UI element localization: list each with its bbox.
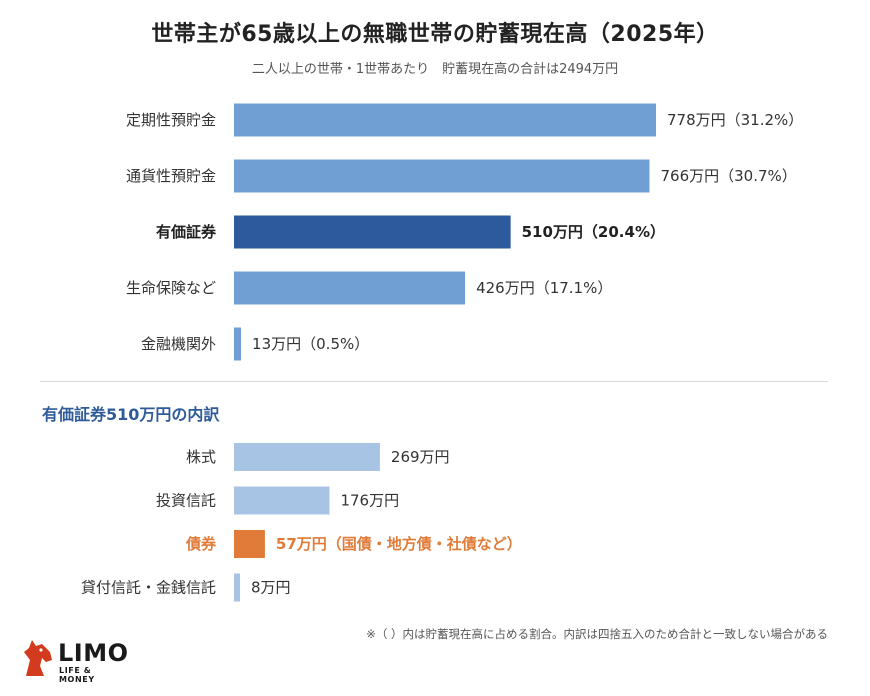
value-label-main-2: 510万円（20.4%） (522, 223, 665, 241)
category-label-breakdown-0: 株式 (186, 448, 216, 466)
bar-main-4 (234, 327, 242, 361)
logo-text: LIMO (58, 639, 129, 667)
category-label-main-1: 通貨性預貯金 (126, 167, 216, 185)
footnote: ※（ ）内は貯蓄現在高に占める割合。内訳は四捨五入のため合計と一致しない場合があ… (366, 627, 828, 641)
value-label-breakdown-2: 57万円（国債・地方債・社債など） (276, 535, 522, 553)
value-label-breakdown-1: 176万円 (340, 492, 399, 510)
bar-main-2 (234, 215, 511, 249)
bar-main-1 (234, 159, 650, 193)
bar-breakdown-1 (234, 486, 330, 515)
horse-head-icon (24, 640, 52, 676)
category-label-breakdown-3: 貸付信託・金銭信託 (81, 579, 216, 597)
value-label-breakdown-0: 269万円 (391, 448, 450, 466)
category-label-main-3: 生命保険など (126, 279, 216, 297)
value-label-main-4: 13万円（0.5%） (252, 335, 369, 353)
category-label-breakdown-2: 債券 (185, 535, 217, 553)
limo-logo: LIMO LIFE & MONEY (20, 636, 130, 684)
category-label-main-4: 金融機関外 (141, 335, 216, 353)
category-label-breakdown-1: 投資信託 (156, 492, 216, 510)
value-label-main-0: 778万円（31.2%） (667, 111, 803, 129)
bar-breakdown-2 (234, 530, 265, 558)
value-label-main-3: 426万円（17.1%） (476, 279, 612, 297)
value-label-breakdown-3: 8万円 (251, 579, 291, 597)
bar-breakdown-0 (234, 443, 380, 471)
chart-subtitle: 二人以上の世帯・1世帯あたり 貯蓄現在高の合計は2494万円 (251, 62, 619, 77)
bar-main-0 (234, 103, 656, 137)
value-label-main-1: 766万円（30.7%） (660, 167, 796, 185)
category-label-main-0: 定期性預貯金 (126, 111, 216, 129)
category-label-main-2: 有価証券 (156, 223, 217, 241)
logo-subtext: LIFE & MONEY (59, 666, 95, 684)
bar-breakdown-3 (234, 573, 240, 602)
section-divider (40, 381, 828, 382)
bar-main-3 (234, 271, 466, 305)
breakdown-title: 有価証券510万円の内訳 (42, 405, 220, 424)
chart-title: 世帯主が65歳以上の無職世帯の貯蓄現在高（2025年） (151, 22, 719, 47)
